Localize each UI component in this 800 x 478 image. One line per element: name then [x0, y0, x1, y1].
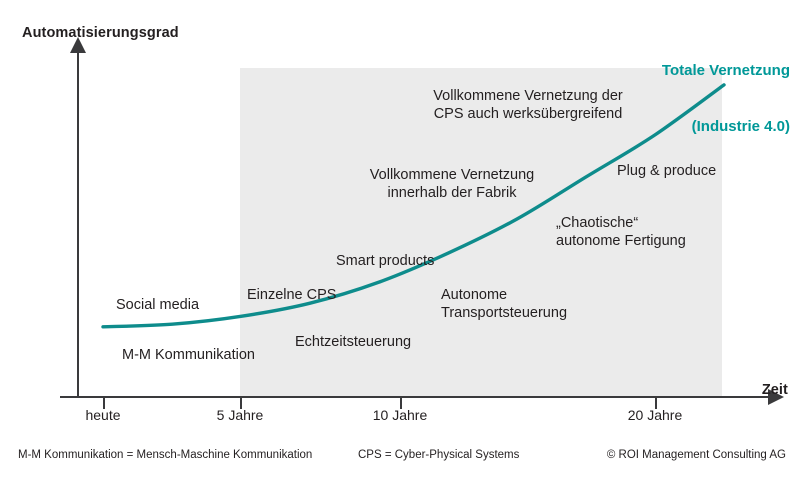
x-axis-line [60, 396, 770, 398]
footnote-copyright: © ROI Management Consulting AG [606, 449, 786, 461]
callout-smart-products: Smart products [336, 253, 434, 271]
x-axis-tick-mark [655, 398, 657, 409]
callout-social-media: Social media [116, 297, 199, 315]
headline-line-1: Totale Vernetzung [661, 62, 790, 80]
callout-line-2: autonome Fertigung [556, 232, 686, 249]
callout-line-1: Vollkommene Vernetzung der [433, 88, 623, 104]
callout-vollkommene-vernetzung-fabrik: Vollkommene Vernetzung innerhalb der Fabr… [370, 167, 534, 202]
callout-echtzeitsteuerung: Echtzeitsteuerung [295, 334, 411, 352]
x-axis-arrow-icon [768, 389, 784, 405]
y-axis-title: Automatisierungsgrad [22, 25, 179, 41]
callout-autonome-transportsteuerung: Autonome Transportsteuerung [441, 287, 567, 322]
x-axis-tick-label: 5 Jahre [216, 407, 264, 423]
callout-mm-kommunikation: M-M Kommunikation [122, 347, 255, 365]
callout-line-2: CPS auch werksübergreifend [433, 105, 623, 122]
callout-line-1: „Chaotische“ [556, 215, 639, 231]
callout-line-1: Einzelne CPS [247, 287, 337, 303]
x-axis-title: Zeit [761, 382, 788, 398]
footnote-cps: CPS = Cyber-Physical Systems [358, 449, 520, 461]
callout-line-1: Autonome [441, 287, 508, 303]
y-axis-line [77, 52, 79, 397]
y-axis-arrow-icon [70, 37, 86, 53]
callout-line-1: Social media [116, 297, 200, 313]
callout-line-1: M-M Kommunikation [122, 347, 255, 363]
headline-line-2: (Industrie 4.0) [691, 117, 790, 135]
callout-line-2: Transportsteuerung [441, 304, 568, 321]
footnote-mm-kommunikation: M-M Kommunikation = Mensch-Maschine Komm… [18, 449, 313, 461]
callout-einzelne-cps: Einzelne CPS [247, 287, 336, 305]
callout-line-1: Smart products [336, 253, 435, 269]
callout-vollkommene-vernetzung-cps: Vollkommene Vernetzung der CPS auch werks… [433, 88, 622, 123]
x-axis-tick-label: 20 Jahre [627, 407, 683, 423]
x-axis-tick-label: 10 Jahre [372, 407, 428, 423]
callout-line-1: Plug & produce [617, 163, 717, 179]
headline: Totale Vernetzung (Industrie 4.0) [662, 25, 790, 174]
callout-line-2: innerhalb der Fabrik [387, 184, 517, 201]
x-axis-tick-label: heute [85, 407, 121, 423]
callout-line-1: Vollkommene Vernetzung [369, 167, 535, 183]
callout-line-1: Echtzeitsteuerung [295, 334, 412, 350]
x-axis-tick-mark [103, 398, 105, 409]
callout-chaotische-autonome-fertigung: „Chaotische“ autonome Fertigung [556, 215, 686, 250]
x-axis-tick-mark [240, 398, 242, 409]
x-axis-tick-mark [400, 398, 402, 409]
callout-plug-and-produce: Plug & produce [617, 163, 716, 181]
